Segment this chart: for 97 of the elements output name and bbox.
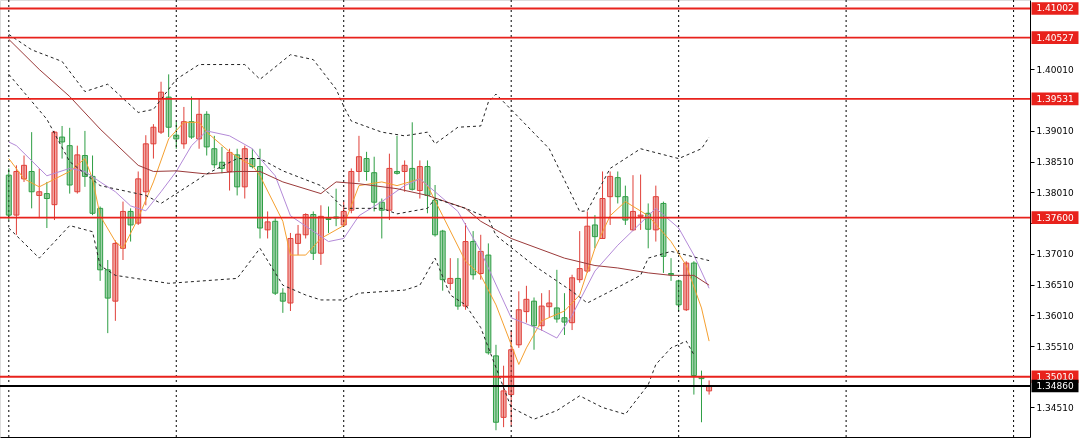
candlestick <box>523 285 530 324</box>
line-series <box>8 73 710 304</box>
candlestick <box>104 259 111 334</box>
candlestick <box>424 159 431 214</box>
candlestick <box>432 184 439 238</box>
candlestick <box>683 260 690 312</box>
candlestick <box>470 230 477 281</box>
candlestick <box>637 174 644 231</box>
y-tick-label: 1.36510 <box>1036 280 1074 291</box>
y-tick-label: 1.38510 <box>1036 157 1074 168</box>
candlestick <box>241 145 248 200</box>
candlestick <box>690 260 697 396</box>
candlestick <box>538 292 545 332</box>
ref-line-label: 1.41002 <box>1036 3 1074 14</box>
candlestick <box>409 121 416 192</box>
candlestick <box>272 217 279 296</box>
candlestick <box>492 344 499 431</box>
y-tick-label: 1.35510 <box>1036 341 1074 352</box>
candlestick <box>325 206 332 234</box>
candlestick <box>97 206 104 282</box>
candlestick <box>127 207 134 243</box>
candlestick <box>386 153 393 221</box>
y-tick-label: 1.40010 <box>1036 64 1074 75</box>
candlestick <box>629 174 636 232</box>
candlestick <box>150 123 157 160</box>
candlestick <box>59 125 66 160</box>
candlestick <box>531 296 538 351</box>
ref-line-label: 1.34860 <box>1036 380 1074 391</box>
candlestick <box>43 181 50 229</box>
candlestick <box>546 289 553 319</box>
ref-line-label: 1.35010 <box>1036 371 1074 382</box>
candlestick <box>515 290 522 349</box>
candlestick <box>218 146 225 174</box>
candlestick <box>454 257 461 311</box>
candlestick <box>371 156 378 212</box>
candlestick <box>211 135 218 169</box>
candlestick <box>675 279 682 312</box>
candlestick <box>477 234 484 281</box>
candlestick <box>561 292 568 336</box>
candlestick <box>295 224 302 256</box>
ref-line-label: 1.39531 <box>1036 93 1074 104</box>
candlestick <box>119 201 126 261</box>
candlestick <box>66 127 73 195</box>
candlestick <box>447 257 454 291</box>
candlestick <box>257 148 263 239</box>
candlestick <box>660 201 667 274</box>
candlestick <box>599 170 606 239</box>
candlestick <box>310 210 317 261</box>
candlestick <box>416 159 423 200</box>
candlestick <box>287 232 294 312</box>
candlestick <box>188 96 195 140</box>
ref-line-label: 1.37600 <box>1036 212 1074 223</box>
candlestick <box>36 167 43 219</box>
y-tick-label: 1.34510 <box>1036 403 1074 413</box>
ref-line-label: 1.40527 <box>1036 32 1074 43</box>
candlestick <box>158 81 165 135</box>
candlestick <box>668 257 675 282</box>
candlestick <box>5 167 12 221</box>
candlestick <box>180 106 187 150</box>
candlestick <box>142 134 149 206</box>
candlestick <box>203 110 210 156</box>
candlestick <box>279 287 286 314</box>
candlestick <box>576 230 583 284</box>
y-tick-label: 1.38010 <box>1036 187 1074 198</box>
candlestick <box>264 210 271 239</box>
candlestick <box>51 130 58 221</box>
candlestick <box>234 148 241 196</box>
line-series <box>8 33 710 212</box>
candlestick <box>508 330 515 426</box>
candlestick <box>112 239 119 322</box>
y-tick-label: 1.37010 <box>1036 249 1074 260</box>
candlestick <box>553 269 560 324</box>
candlestick <box>74 145 81 195</box>
candlestick <box>485 242 492 356</box>
y-tick-label: 1.39010 <box>1036 126 1074 137</box>
candlestick <box>614 170 621 204</box>
candlestick <box>622 185 629 226</box>
candlestick <box>226 148 233 192</box>
candlestick <box>607 170 614 226</box>
candlestick <box>591 214 598 249</box>
y-tick-label: 1.36010 <box>1036 310 1074 321</box>
candlestick <box>439 229 446 292</box>
candlestick <box>363 151 370 182</box>
candlestick <box>584 210 591 274</box>
line-series <box>8 225 695 420</box>
candlestick <box>21 155 28 183</box>
candlestick <box>28 131 35 209</box>
candlestick <box>173 121 180 150</box>
line-series <box>8 38 710 286</box>
candlestick <box>500 365 507 428</box>
candlestick <box>317 204 324 266</box>
candlestick <box>196 98 203 150</box>
candlestick <box>355 135 362 183</box>
candlestick <box>394 135 401 176</box>
candlestick <box>165 73 172 138</box>
candlestick <box>401 159 408 193</box>
candlestick <box>13 164 20 236</box>
